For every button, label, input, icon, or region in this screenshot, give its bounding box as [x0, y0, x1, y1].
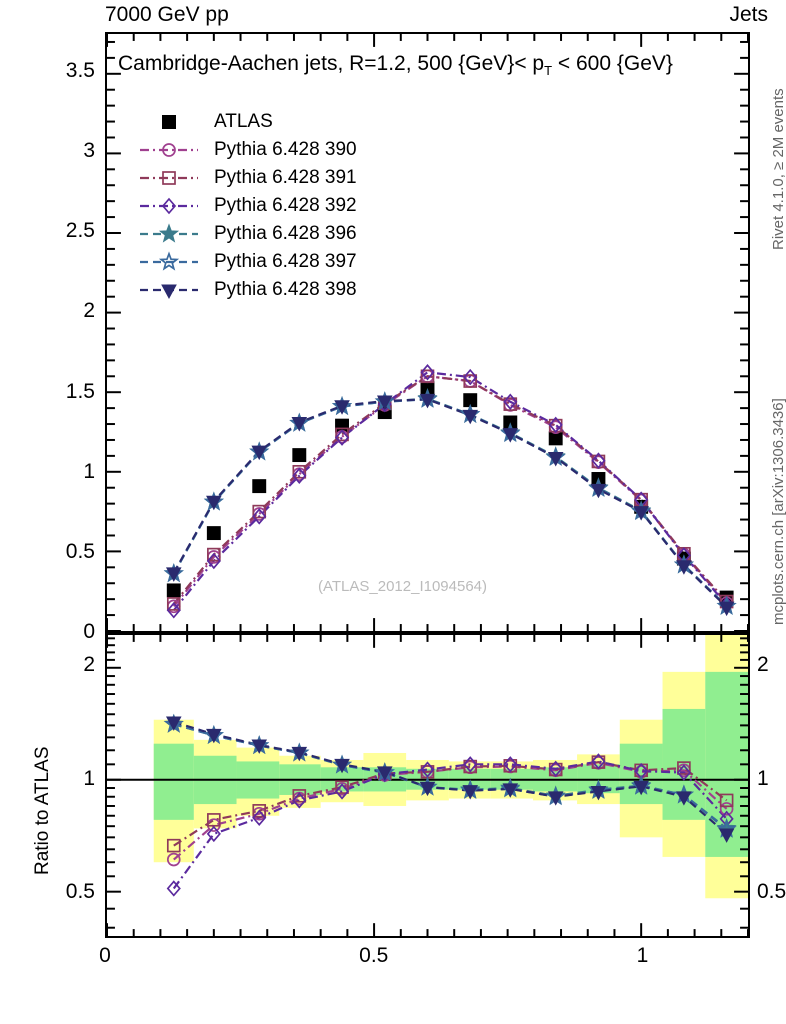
legend-item-label: Pythia 6.428 396 [214, 223, 357, 244]
ratio-y-tick-label: 2 [83, 653, 95, 677]
legend-item-pythia-6-428-397: Pythia 6.428 397 [138, 248, 357, 276]
x-tick-label: 0 [99, 944, 111, 967]
x-tick-label: 0.5 [359, 944, 389, 967]
main-y-tick-label: 1.5 [65, 379, 95, 403]
legend-item-label: Pythia 6.428 390 [214, 139, 357, 160]
plot-title: Cambridge-Aachen jets, R=1.2, 500 {GeV}<… [118, 52, 673, 78]
ratio-y-tick-label: 1 [83, 766, 95, 790]
main-y-tick-label: 2 [83, 299, 95, 323]
ratio-plot-canvas [106, 635, 749, 936]
legend-item-label: Pythia 6.428 397 [214, 251, 357, 272]
main-plot-canvas [106, 34, 749, 632]
legend-item-pythia-6-428-396: Pythia 6.428 396 [138, 220, 357, 248]
square-open-icon [138, 166, 200, 190]
legend-item-pythia-6-428-391: Pythia 6.428 391 [138, 164, 357, 192]
legend-item-label: Pythia 6.428 391 [214, 167, 357, 188]
legend-item-pythia-6-428-392: Pythia 6.428 392 [138, 192, 357, 220]
main-y-tick-label: 3 [83, 139, 95, 163]
main-y-tick-label: 0.5 [65, 539, 95, 563]
triangle-down-filled-icon [138, 278, 200, 302]
main-y-tick-label: 2.5 [65, 219, 95, 243]
legend-item-pythia-6-428-398: Pythia 6.428 398 [138, 276, 357, 304]
mcplots-reference-label: mcplots.cern.ch [arXiv:1306.3436] [770, 398, 786, 625]
main-y-tick-label: 1 [83, 459, 95, 483]
legend-item-label: Pythia 6.428 398 [214, 279, 357, 300]
legend-item-pythia-6-428-390: Pythia 6.428 390 [138, 136, 357, 164]
legend-item-atlas: ATLAS [138, 108, 357, 136]
square-filled-icon [138, 110, 200, 134]
legend: ATLAS Pythia 6.428 390 Pythia 6.428 391 Pyt… [138, 108, 357, 304]
header-right-label: Jets [729, 3, 768, 26]
main-y-tick-label: 0 [83, 620, 95, 643]
main-y-tick-label: 3.5 [65, 59, 95, 83]
ratio-plot-panel [105, 633, 750, 938]
star-filled-icon [138, 222, 200, 246]
analysis-watermark: (ATLAS_2012_I1094564) [318, 578, 488, 595]
ratio-y-tick-label-right: 1 [757, 766, 769, 790]
ratio-y-tick-label: 0.5 [65, 880, 95, 904]
ratio-y-tick-label-right: 0.5 [757, 880, 786, 904]
plot-title-pre: Cambridge-Aachen jets, R=1.2, 500 {GeV}<… [118, 52, 545, 75]
diamond-open-icon [138, 194, 200, 218]
header-left-label: 7000 GeV pp [105, 3, 229, 26]
circle-open-icon [138, 138, 200, 162]
main-plot-panel [105, 32, 750, 633]
x-tick-label: 1 [636, 944, 649, 967]
star-open-icon [138, 250, 200, 274]
ratio-y-tick-label-right: 2 [757, 653, 769, 677]
rivet-version-label: Rivet 4.1.0, ≥ 2M events [770, 88, 786, 250]
legend-item-label: Pythia 6.428 392 [214, 195, 357, 216]
plot-title-post: < 600 {GeV} [552, 52, 673, 75]
plot-title-sub: T [544, 63, 553, 79]
legend-item-label: ATLAS [214, 111, 273, 132]
